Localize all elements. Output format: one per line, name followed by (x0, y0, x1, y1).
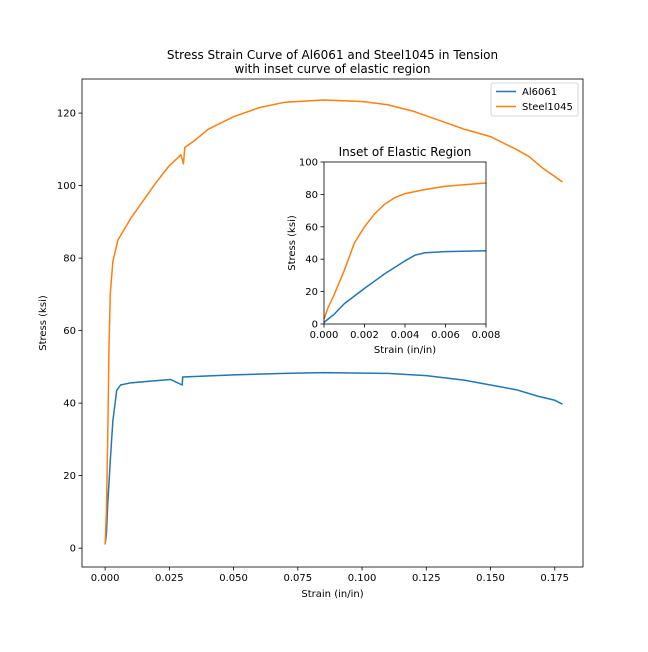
chart-title: with inset curve of elastic region (235, 62, 431, 76)
x-tick-label: 0.000 (91, 573, 120, 584)
x-tick-label: 0.050 (219, 573, 248, 584)
x-tick-label: 0.100 (348, 573, 377, 584)
x-axis-label: Strain (in/in) (301, 589, 363, 600)
x-tick-label: 0.002 (350, 330, 379, 341)
y-tick-label: 20 (305, 287, 318, 298)
y-tick-label: 40 (63, 399, 76, 410)
series-line-series-1 (323, 182, 487, 320)
y-tick-label: 120 (57, 109, 76, 120)
x-axis-label: Strain (in/in) (374, 345, 436, 356)
x-tick-label: 0.008 (472, 330, 501, 341)
y-tick-label: 40 (305, 255, 318, 266)
x-tick-label: 0.025 (155, 573, 184, 584)
series-line-series-0 (323, 250, 487, 323)
y-tick-label: 0 (70, 544, 76, 555)
x-tick-label: 0.075 (283, 573, 312, 584)
y-tick-label: 60 (305, 222, 318, 233)
y-axis-label: Stress (ksi) (287, 215, 298, 271)
y-tick-label: 0 (312, 320, 318, 331)
x-tick-label: 0.150 (476, 573, 505, 584)
legend-label-steel1045: Steel1045 (522, 102, 573, 113)
y-tick-label: 80 (63, 254, 76, 265)
plot-area (324, 162, 486, 324)
legend-label-al6061: Al6061 (522, 87, 557, 98)
x-tick-label: 0.000 (310, 330, 339, 341)
x-tick-label: 0.004 (391, 330, 420, 341)
series-line-steel1045 (104, 99, 563, 545)
y-tick-label: 60 (63, 326, 76, 337)
chart-title: Stress Strain Curve of Al6061 and Steel1… (167, 48, 498, 62)
y-tick-label: 20 (63, 471, 76, 482)
x-tick-label: 0.175 (540, 573, 569, 584)
chart-title: Inset of Elastic Region (339, 145, 472, 159)
y-tick-label: 100 (299, 158, 318, 169)
series-line-al6061 (104, 371, 563, 545)
x-tick-label: 0.125 (412, 573, 441, 584)
y-tick-label: 100 (57, 181, 76, 192)
x-tick-label: 0.006 (431, 330, 460, 341)
axes-frame (81, 78, 584, 568)
y-axis-label: Stress (ksi) (38, 295, 49, 351)
y-tick-label: 80 (305, 190, 318, 201)
